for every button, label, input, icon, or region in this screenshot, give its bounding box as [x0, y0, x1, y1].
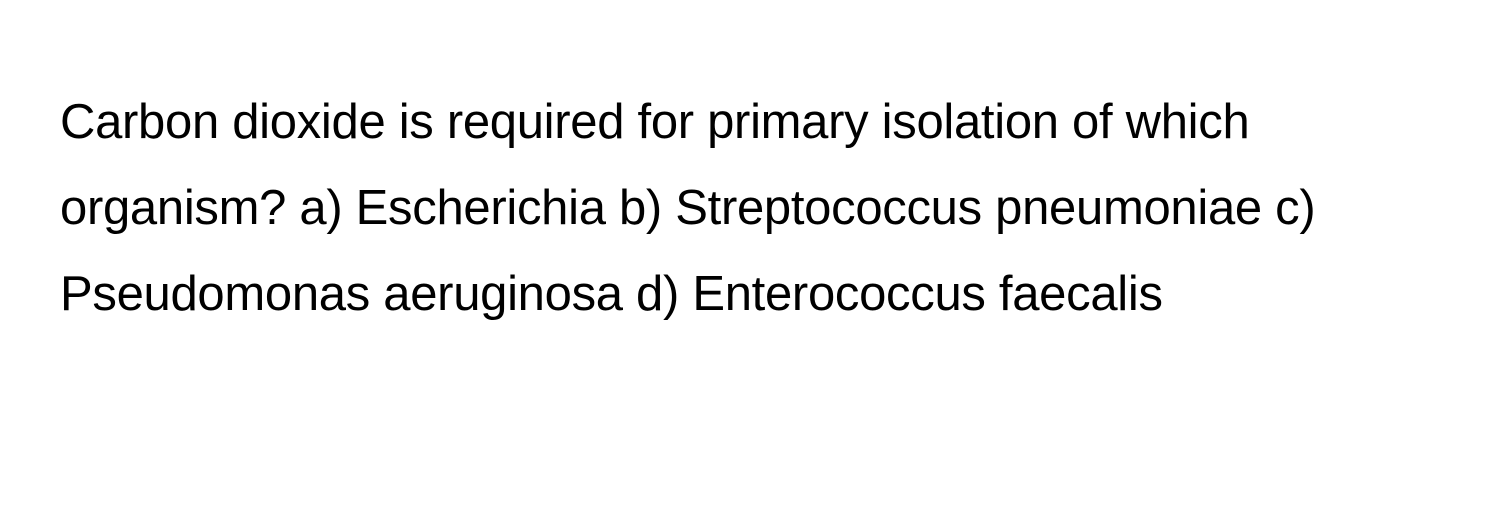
question-text: Carbon dioxide is required for primary i…: [60, 80, 1440, 337]
